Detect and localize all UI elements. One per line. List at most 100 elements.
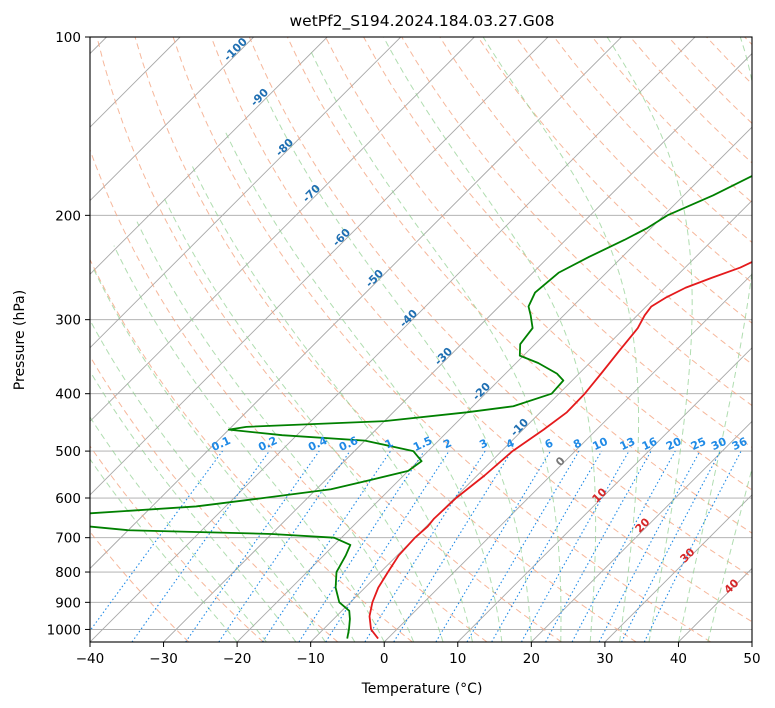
mixing-ratio-label: 16	[640, 435, 660, 453]
x-tick-label: 50	[743, 651, 760, 667]
y-tick-label: 400	[55, 387, 81, 403]
moist-adiabat-line	[707, 466, 752, 642]
x-tick-label: −20	[223, 651, 252, 667]
moist-adiabat-line	[90, 319, 326, 642]
isotherm-line	[604, 494, 752, 642]
dry-adiabat-line	[515, 37, 752, 284]
moist-adiabat-label: 40	[722, 576, 742, 596]
moist-adiabat-line	[90, 370, 297, 642]
moist-adiabat-line	[191, 165, 473, 642]
moist-adiabat-label: 20	[633, 515, 653, 535]
dry-adiabat-line	[325, 37, 752, 491]
dry-adiabat-line	[96, 37, 562, 642]
mixing-ratio-line	[325, 450, 450, 642]
isotherm-line	[90, 37, 328, 275]
dry-adiabat-line	[172, 37, 712, 642]
moist-adiabat-line	[113, 245, 385, 642]
mixing-ratio-line	[545, 450, 652, 642]
isotherm-line	[163, 52, 752, 642]
dry-adiabat-label: -40	[397, 307, 420, 330]
dry-adiabat-label: -20	[470, 380, 493, 403]
chart-title: wetPf2_S194.2024.184.03.27.G08	[290, 12, 555, 31]
x-tick-label: 20	[523, 651, 540, 667]
dry-adiabat-line	[439, 37, 752, 365]
dry-adiabat-line	[90, 445, 264, 642]
mixing-ratio-label: 2	[441, 436, 453, 451]
mixing-ratio-line	[218, 450, 351, 642]
mixing-ratio-label: 13	[618, 435, 637, 453]
dry-adiabat-label: -10	[508, 416, 531, 439]
y-tick-label: 900	[55, 595, 81, 611]
y-tick-label: 100	[55, 30, 81, 46]
x-tick-label: 40	[670, 651, 687, 667]
mixing-ratio-line	[520, 450, 630, 642]
isotherm-line	[457, 347, 752, 642]
moist-adiabat-line	[264, 94, 532, 642]
mixing-ratio-line	[185, 450, 320, 642]
mixing-ratio-label: 20	[664, 435, 684, 453]
mixing-ratio-label: 30	[709, 435, 729, 453]
y-tick-label: 300	[55, 313, 81, 329]
mixing-ratio-line	[571, 450, 676, 642]
mixing-ratio-line	[90, 450, 223, 632]
mixing-ratio-line	[598, 450, 701, 642]
dry-adiabat-line	[90, 148, 488, 642]
moist-adiabat-line	[309, 49, 562, 642]
y-tick-label: 1000	[47, 622, 81, 638]
dry-adiabat-label: -70	[300, 182, 323, 205]
dry-adiabat-line	[629, 37, 752, 164]
moist-adiabat-label: 30	[678, 545, 698, 565]
x-tick-label: 30	[596, 651, 613, 667]
dry-adiabat-line	[134, 37, 637, 642]
y-tick-label: 200	[55, 208, 81, 224]
isotherm-line	[236, 126, 752, 642]
x-tick-label: −30	[149, 651, 178, 667]
dry-adiabat-label: -80	[273, 136, 296, 159]
dry-adiabat-line	[210, 37, 752, 623]
moist-adiabat-line	[92, 267, 356, 642]
x-axis-title: Temperature (°C)	[361, 681, 483, 697]
moist-adiabat-label: 10	[590, 485, 610, 505]
dry-adiabat-line	[90, 355, 339, 642]
moist-adiabat-line	[225, 132, 503, 642]
mixing-ratio-label: 25	[689, 435, 708, 453]
dry-adiabat-label: -90	[248, 86, 271, 109]
dry-adiabat-line	[248, 37, 752, 578]
dewpoint-profile-line	[90, 175, 752, 639]
isotherm-line	[90, 37, 254, 202]
axes: −40 −30 −20 −10 0 10 20 30 40 50 100 200 300 400 500 60…	[47, 30, 761, 667]
dry-adiabat-line	[90, 258, 413, 642]
dry-adiabat-line	[286, 37, 752, 534]
dry-adiabat-label: -60	[330, 226, 353, 249]
x-tick-label: −10	[296, 651, 325, 667]
isotherm-line	[383, 273, 752, 642]
mixing-ratio-line	[262, 450, 391, 642]
dry-adiabat-label: -100	[221, 35, 250, 64]
y-tick-label: 500	[55, 444, 81, 460]
x-tick-label: 10	[449, 651, 466, 667]
x-tick-label: −40	[76, 651, 105, 667]
moist-adiabat-line	[136, 221, 415, 642]
y-tick-label: 700	[55, 531, 81, 547]
dry-adiabat-line	[90, 531, 190, 642]
mixing-ratio-label: 36	[730, 435, 750, 453]
moist-adiabat-line	[90, 458, 238, 642]
dry-adiabat-label: -50	[363, 267, 386, 290]
moist-adiabat-line	[606, 37, 693, 642]
plot-frame	[89, 36, 753, 643]
dry-adiabat-line	[744, 37, 752, 46]
x-tick-label: 0	[380, 651, 389, 667]
moist-adiabat-line	[482, 37, 640, 642]
isotherm-line	[90, 37, 475, 422]
dry-adiabat-label: -30	[432, 345, 455, 368]
dry-adiabat-line	[706, 37, 752, 85]
moist-adiabat-line	[677, 37, 752, 642]
mixing-ratio-line	[364, 450, 486, 642]
moist-adiabat-line	[383, 37, 597, 642]
y-tick-label: 800	[55, 565, 81, 581]
mixing-ratio-label: 10	[590, 435, 610, 453]
y-tick-label: 600	[55, 491, 81, 507]
mixing-ratio-line	[298, 450, 425, 642]
mixing-ratio-label: 6	[543, 436, 556, 451]
